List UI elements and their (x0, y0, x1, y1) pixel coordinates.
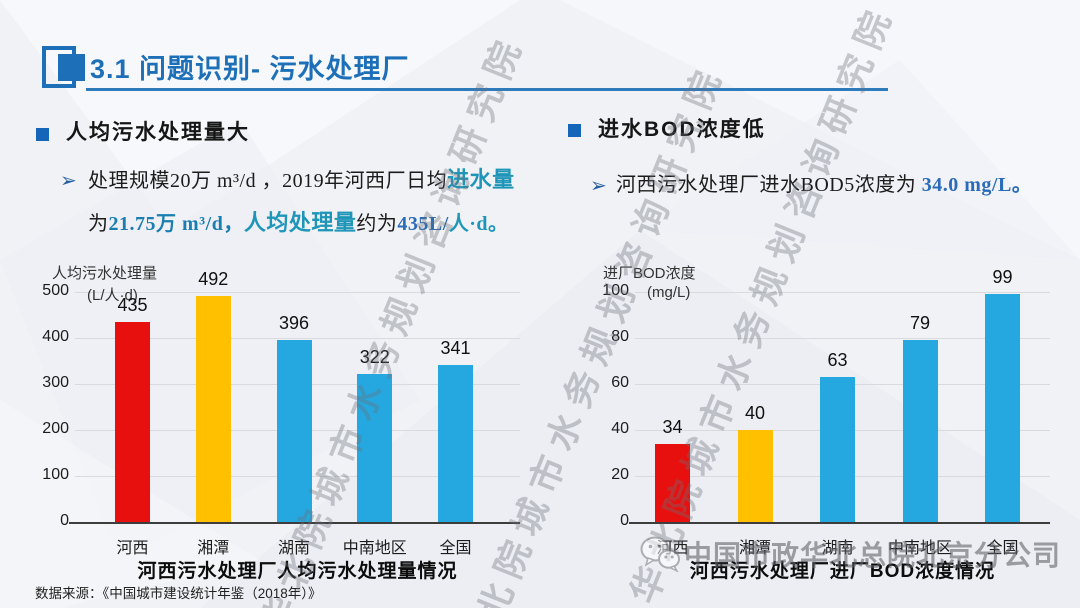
category-label: 河西 (116, 540, 149, 557)
left-bullet-square-icon (36, 128, 49, 141)
y-tick-label: 100 (42, 466, 69, 483)
y-tick-label: 300 (42, 374, 69, 391)
chart-per-capita-treatment: 0 100 200 300 400 500 人均污水处理量 (L/人·d) 435 河西 492 湘潭… (30, 258, 535, 608)
left-bullet-line2: 为21.75万 m³/d，人均处理量约为435L/人·d。 (88, 205, 509, 237)
right-bullet-line1: 河西污水处理厂进水BOD5浓度为 34.0 mg/L。 (616, 168, 1032, 197)
category-label: 湘潭 (197, 540, 230, 557)
title-underline (86, 88, 888, 91)
left-bullet-line1-text: 处理规模20万 m³/d ，2019年河西厂日均 (88, 170, 448, 192)
left-section-heading: 人均污水处理量大 (66, 121, 250, 144)
y-tick-label: 80 (611, 328, 629, 345)
gridline-400 (75, 338, 520, 339)
bar-value-label: 79 (909, 313, 931, 334)
left-bullet-line2-p6: 人·d。 (448, 213, 509, 235)
header-square-filled-icon (58, 54, 85, 81)
bar-value-label: 341 (440, 338, 471, 359)
y-tick-label: 40 (611, 420, 629, 437)
y-tick-label: 500 (42, 282, 69, 299)
bar-value-label: 34 (662, 416, 683, 437)
bar-湘潭 (737, 430, 773, 522)
bar-全国 (438, 365, 473, 522)
chart-bod-concentration: 0 20 40 60 80 100 进厂BOD浓度 (mg/L) 34 河西 40 湘潭 63 湖南 79 中… (595, 258, 1065, 608)
category-label: 湖南 (821, 540, 854, 557)
chart-caption: 河西污水处理厂人均污水处理量情况 (137, 561, 458, 582)
bar-value-label: 396 (278, 312, 310, 333)
bar-中南地区 (902, 340, 938, 522)
y-tick-label: 100 (602, 282, 629, 299)
x-axis-line (69, 522, 520, 524)
data-source-note: 数据来源：《中国城市建设统计年鉴（2018年）》 (35, 586, 322, 601)
left-bullet-line1-highlight: 进水量 (447, 167, 515, 192)
y-axis-unit: (mg/L) (647, 284, 691, 301)
y-tick-label: 20 (611, 466, 629, 483)
left-bullet-line2-p3: 人均处理量 (243, 210, 357, 235)
category-label: 中南地区 (887, 540, 952, 557)
bar-河西 (655, 443, 690, 522)
left-arrow-bullet-icon: ➢ (60, 170, 77, 192)
y-axis-title: 进厂BOD浓度 (603, 265, 696, 282)
y-tick-label: 60 (611, 374, 629, 391)
bar-湖南 (276, 339, 312, 522)
x-axis-line (629, 522, 1050, 524)
left-bullet-line2-p5: 435L/ (397, 213, 449, 235)
y-axis-unit: (L/人·d) (87, 287, 138, 304)
y-tick-label: 200 (42, 420, 69, 437)
right-arrow-bullet-icon: ➢ (590, 175, 607, 197)
right-bullet-line1-highlight: 34.0 mg/L。 (921, 174, 1033, 196)
bar-value-label: 322 (359, 346, 390, 367)
bar-value-label: 435 (117, 294, 148, 315)
gridline-100 (635, 292, 1050, 293)
category-label: 湖南 (277, 540, 310, 557)
right-bullet-square-icon (568, 124, 581, 137)
category-label: 湘潭 (738, 540, 771, 557)
bar-全国 (985, 294, 1020, 522)
bar-湖南 (820, 377, 855, 522)
category-label: 全国 (986, 540, 1019, 557)
y-tick-label: 400 (42, 328, 69, 345)
left-bullet-line2-p1: 为 (88, 213, 109, 235)
gridline-80 (635, 338, 1050, 339)
right-bullet-line1-text: 河西污水处理厂进水BOD5浓度为 (616, 174, 922, 196)
bar-value-label: 63 (827, 350, 848, 371)
left-bullet-line1: 处理规模20万 m³/d ，2019年河西厂日均进水量 (88, 162, 515, 194)
left-bullet-line2-p2: 21.75万 m³/d， (108, 213, 244, 235)
y-axis-title: 人均污水处理量 (52, 265, 158, 282)
y-tick-label: 0 (620, 512, 629, 529)
category-label: 全国 (439, 540, 472, 557)
left-bullet-line2-p4: 约为 (356, 213, 398, 235)
category-label: 中南地区 (342, 540, 407, 557)
bar-value-label: 492 (198, 268, 229, 289)
bar-河西 (115, 321, 150, 522)
chart-caption: 河西污水处理厂进厂BOD浓度情况 (689, 561, 996, 582)
bar-value-label: 40 (744, 403, 766, 423)
bar-value-label: 99 (992, 267, 1013, 288)
bar-湘潭 (195, 295, 231, 522)
page-title: 3.1 问题识别- 污水处理厂 (90, 54, 410, 84)
right-section-heading: 进水BOD浓度低 (598, 118, 766, 141)
gridline-500 (75, 292, 520, 293)
bar-中南地区 (357, 373, 393, 522)
y-tick-label: 0 (60, 512, 69, 529)
